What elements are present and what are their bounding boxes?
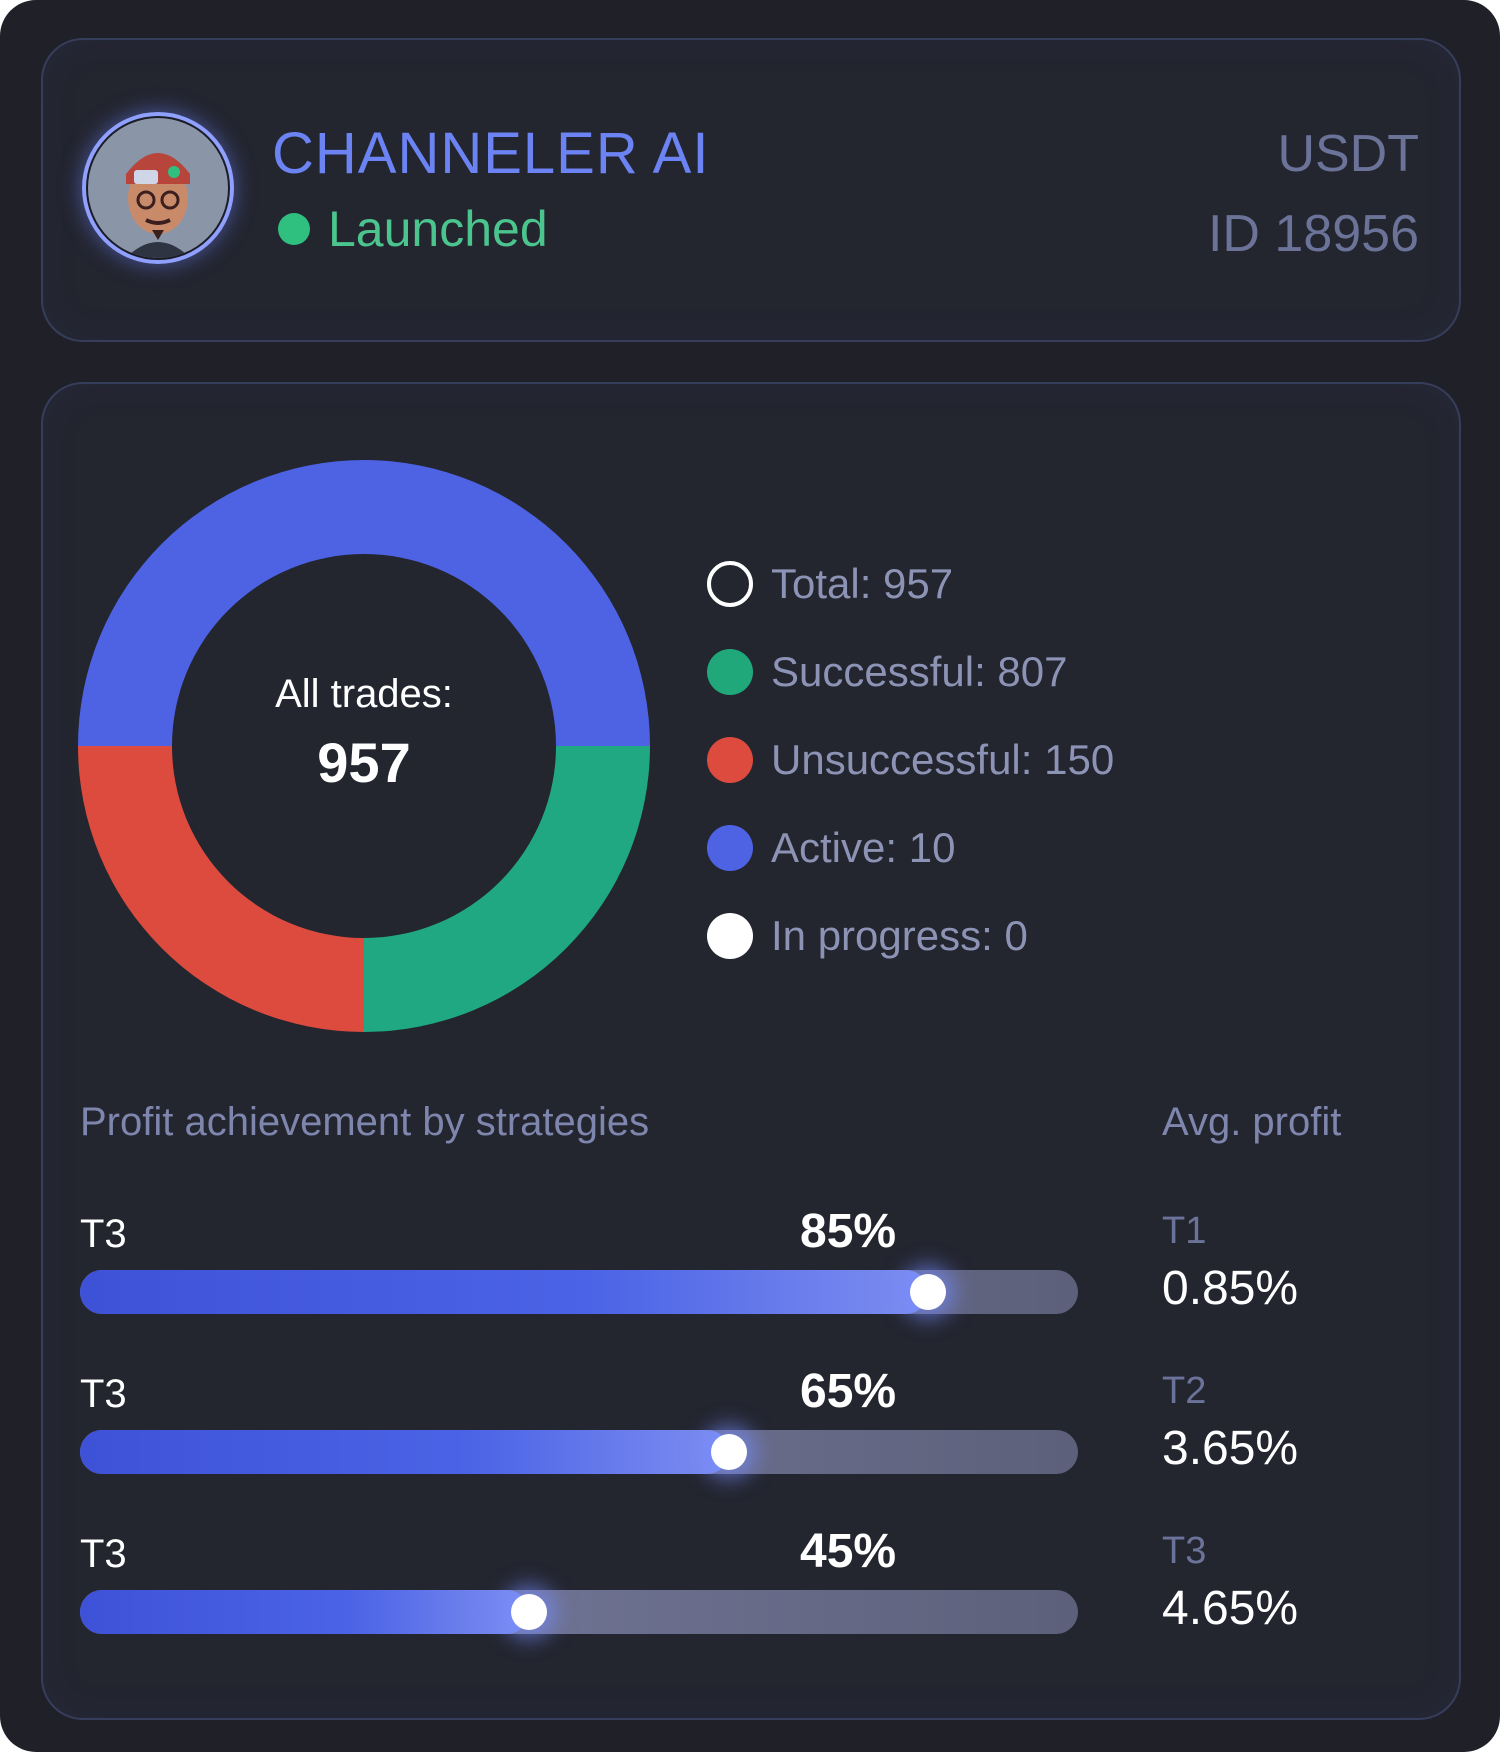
avg-profit-name: T2 [1162,1370,1207,1412]
progress-track[interactable] [80,1270,1078,1314]
legend-text: Total: 957 [771,560,954,607]
donut-center-label: All trades: [275,672,453,716]
legend-item-unsuccessful: Unsuccessful: 150 [707,716,1114,804]
legend-text: In progress: 0 [771,912,1028,959]
currency-label: USDT [1277,125,1419,183]
status-indicator: Launched [278,200,548,258]
progress-fill [80,1270,929,1314]
avg-profit-title: Avg. profit [1162,1100,1342,1144]
legend-item-total: Total: 957 [707,540,1114,628]
strategy-bar-row: T3 85% [80,1205,1078,1362]
avg-profit-name: T3 [1162,1530,1207,1572]
status-text: Launched [328,201,548,257]
legend-dot-icon [707,913,753,959]
profit-section-title: Profit achievement by strategies [80,1100,650,1144]
trades-stats-card [41,382,1461,1720]
avg-profit-item: T2 3.65% [1162,1370,1298,1476]
strategy-label: T3 [80,1212,127,1256]
legend-text: Active: 10 [771,824,956,871]
legend-item-in-progress: In progress: 0 [707,892,1114,980]
slider-knob[interactable] [511,1594,548,1630]
status-dot-icon [278,213,310,245]
bot-avatar [82,112,234,264]
bot-name: CHANNELER AI [272,121,710,186]
avg-profit-item: T3 4.65% [1162,1530,1298,1636]
strategy-percent: 65% [800,1365,897,1418]
avg-profit-item: T1 0.85% [1162,1210,1298,1316]
donut-slice-active [78,460,650,746]
slider-knob[interactable] [710,1434,747,1470]
progress-track[interactable] [80,1430,1078,1474]
progress-fill [80,1590,530,1634]
avg-profit-value: 4.65% [1162,1582,1299,1635]
slider-knob[interactable] [910,1274,947,1310]
avg-profit-value: 3.65% [1162,1422,1299,1475]
progress-track[interactable] [80,1590,1078,1634]
donut-slice-successful [364,746,650,1032]
strategy-percent: 85% [800,1205,897,1258]
legend-text: Successful: 807 [771,648,1068,695]
legend-item-successful: Successful: 807 [707,628,1114,716]
strategy-label: T3 [80,1532,127,1576]
legend-text: Unsuccessful: 150 [771,736,1115,783]
legend-item-active: Active: 10 [707,804,1114,892]
trades-donut-chart [78,460,650,1032]
donut-center-value: 957 [317,731,411,794]
bot-header-card[interactable] [41,38,1461,342]
donut-slice-unsuccessful [78,746,364,1032]
avg-profit-name: T1 [1162,1210,1207,1252]
strategy-bar-row: T3 45% [80,1525,1078,1682]
avg-profit-value: 0.85% [1162,1262,1299,1315]
strategy-bar-row: T3 65% [80,1365,1078,1522]
legend-dot-icon [707,737,753,783]
legend-dot-icon [707,825,753,871]
strategy-label: T3 [80,1372,127,1416]
donut-legend: Total: 957 Successful: 807 Unsuccessful:… [707,540,1114,980]
legend-ring-icon [707,561,753,607]
strategy-percent: 45% [800,1525,897,1578]
progress-fill [80,1430,729,1474]
bot-id: ID 18956 [1207,205,1419,263]
legend-dot-icon [707,649,753,695]
